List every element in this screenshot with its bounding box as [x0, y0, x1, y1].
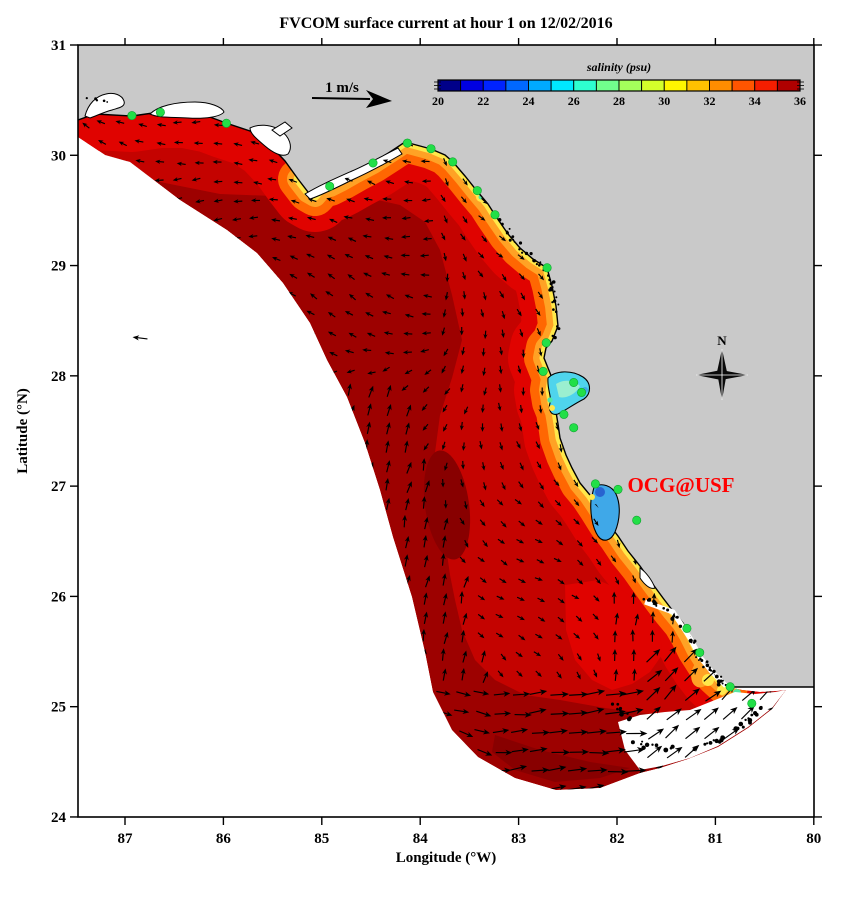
colorbar-segment [595, 79, 620, 92]
x-tick-label: 85 [314, 831, 329, 847]
land-polygon [78, 45, 814, 687]
station-dot [632, 515, 642, 525]
colorbar-segment [482, 79, 507, 92]
colorbar-segment [528, 79, 552, 92]
scale-arrow-icon [311, 90, 392, 108]
station-dot [448, 157, 458, 167]
axes-frame [77, 44, 815, 818]
y-tick-label: 24 [51, 810, 67, 826]
y-tick-label: 29 [51, 259, 66, 275]
x-tick-label: 83 [511, 831, 526, 847]
station-dot [426, 144, 436, 154]
x-tick-label: 81 [708, 831, 723, 847]
colorbar-tick-label: 30 [658, 94, 670, 108]
station-dot [613, 484, 623, 494]
colorbar-segment [663, 79, 688, 92]
station-dot [541, 338, 551, 348]
station-dot [402, 138, 412, 148]
station-dot [569, 423, 579, 433]
scale-arrow-label: 1 m/s [325, 80, 359, 96]
y-tick-label: 31 [51, 38, 66, 54]
charlotte-harbor [590, 484, 620, 541]
x-tick-label: 84 [413, 831, 429, 847]
x-tick-label: 87 [118, 831, 134, 847]
station-dot [542, 263, 552, 273]
colorbar-tick-label: 32 [704, 94, 716, 108]
station-dot [221, 118, 231, 128]
x-tick-label: 86 [216, 831, 232, 847]
station-dot [725, 682, 735, 692]
y-tick-label: 28 [51, 369, 66, 385]
plot-area [78, 45, 814, 817]
current-vector [132, 335, 148, 341]
colorbar-segment [731, 79, 756, 92]
compass-north-label: N [717, 333, 727, 348]
y-tick-label: 30 [51, 148, 66, 164]
station-dot [368, 158, 378, 168]
station-dot [559, 409, 569, 419]
map-canvas [78, 45, 814, 817]
station-dot [325, 181, 335, 191]
y-tick-label: 25 [51, 700, 66, 716]
colorbar-tick-label: 36 [794, 94, 806, 108]
colorbar-tick-label: 24 [523, 94, 535, 108]
station-dot [695, 648, 705, 658]
station-dot [155, 107, 165, 117]
y-axis-label: Latitude (°N) [15, 388, 31, 474]
station-dot [577, 387, 587, 397]
station-dot [472, 186, 482, 196]
x-axis-label: Longitude (°W) [396, 850, 497, 866]
station-dot [682, 623, 692, 633]
station-dot [127, 111, 137, 121]
colorbar-segment [550, 79, 575, 92]
y-tick-labels: 31 30 29 28 27 26 25 24 [51, 38, 67, 826]
colorbar: 20 22 24 26 28 30 32 34 36 [432, 79, 806, 108]
y-tick-label: 27 [51, 479, 67, 495]
station-dot [590, 479, 600, 489]
colorbar-segment [460, 79, 484, 92]
colorbar-tick-label: 34 [749, 94, 761, 108]
colorbar-title: salinity (psu) [586, 60, 651, 74]
colorbar-segment [709, 79, 733, 92]
compass-rose-icon [696, 349, 748, 400]
x-tick-label: 80 [806, 831, 821, 847]
x-tick-label: 82 [610, 831, 625, 847]
x-tick-labels: 87 86 85 84 83 82 81 80 [118, 831, 822, 847]
station-markers [127, 107, 757, 708]
y-tick-label: 26 [51, 589, 67, 605]
station-dot [490, 210, 500, 220]
colorbar-tick-label: 22 [477, 94, 489, 108]
colorbar-tick-label: 20 [432, 94, 444, 108]
station-dot [538, 366, 548, 376]
watermark-text: OCG@USF [627, 473, 734, 497]
colorbar-segment [437, 79, 462, 92]
colorbar-segment [618, 79, 643, 92]
colorbar-segment [505, 79, 529, 92]
colorbar-segment [686, 79, 710, 92]
station-dot [747, 698, 757, 708]
tick-marks [70, 38, 822, 825]
estuary-fills [547, 371, 620, 541]
figure-title: FVCOM surface current at hour 1 on 12/02… [279, 15, 612, 32]
station-dot [569, 377, 579, 387]
colorbar-segment [641, 79, 665, 92]
colorbar-segment [573, 79, 597, 92]
axes-layer: 87 86 85 84 83 82 81 80 31 30 29 28 27 26 25 24 20 22 24 26… [51, 38, 822, 847]
colorbar-tick-label: 26 [568, 94, 580, 108]
colorbar-segment [754, 79, 778, 92]
colorbar-tick-label: 28 [613, 94, 625, 108]
colorbar-segment [776, 79, 801, 92]
